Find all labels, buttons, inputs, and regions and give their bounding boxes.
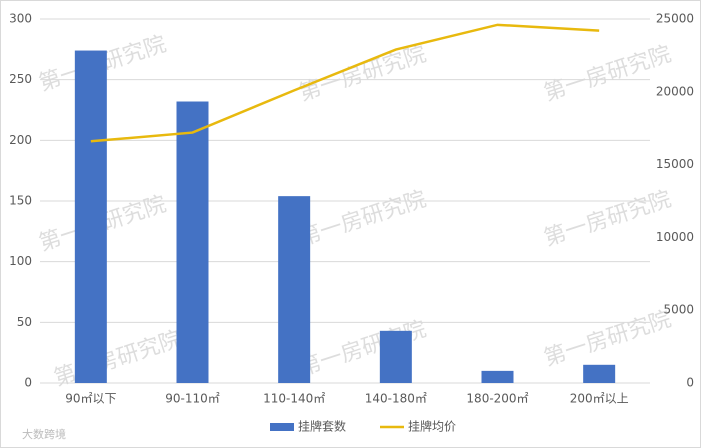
- y-tick-label: 0: [24, 376, 32, 390]
- line: [90, 23, 600, 143]
- y2-tick-label: 10000: [656, 230, 694, 244]
- y2-tick-label: 15000: [656, 157, 694, 171]
- y2-tick-label: 20000: [656, 84, 694, 98]
- y-tick-label: 150: [9, 194, 32, 208]
- legend-swatch: [270, 423, 294, 431]
- y2-tick-label: 5000: [663, 303, 694, 317]
- bar: [583, 364, 616, 383]
- y2-tick-label: 25000: [656, 12, 694, 26]
- y-tick-label: 250: [9, 72, 32, 86]
- bar: [176, 101, 209, 384]
- y-tick-label: 200: [9, 133, 32, 147]
- bar: [278, 196, 311, 383]
- x-tick-label: 110-140㎡: [263, 392, 325, 406]
- x-tick-label: 140-180㎡: [365, 392, 427, 406]
- x-tick-label: 90㎡以下: [65, 392, 116, 406]
- bar: [74, 50, 107, 384]
- legend-label: 挂牌均价: [408, 420, 456, 434]
- logo: 大数跨境: [22, 427, 66, 441]
- x-tick-label: 90-110㎡: [165, 392, 220, 406]
- y-tick-label: 50: [17, 315, 32, 329]
- legend-label: 挂牌套数: [298, 419, 346, 434]
- y2-tick-label: 0: [686, 376, 694, 390]
- bar: [379, 330, 412, 383]
- x-tick-label: 200㎡以上: [570, 392, 629, 406]
- x-tick-label: 180-200㎡: [466, 392, 528, 406]
- bar: [481, 370, 514, 383]
- y-tick-label: 100: [9, 254, 32, 268]
- y-tick-label: 300: [9, 12, 32, 26]
